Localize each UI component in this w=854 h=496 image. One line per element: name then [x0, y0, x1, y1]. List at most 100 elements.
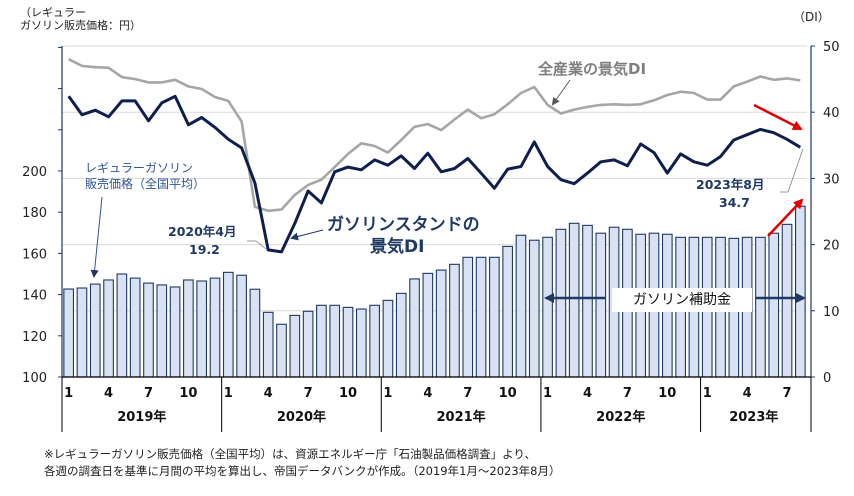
- price-bar: [262, 311, 274, 378]
- x-year-label: 2019年: [117, 409, 166, 425]
- price-bar: [329, 304, 341, 378]
- price-bar: [449, 263, 460, 378]
- price-bar: [555, 228, 567, 378]
- left-axis-unit-label: （レギュラー ガソリン販売価格：円）: [20, 6, 141, 32]
- price-bar: [63, 288, 74, 378]
- x-year-label: 2020年: [277, 409, 326, 425]
- all-industry-di-label: 全産業の景気DI: [537, 60, 646, 78]
- x-month-label: 10: [339, 386, 357, 401]
- all-industry-di-pointer: [551, 79, 571, 106]
- right-axis-unit-label: （DI）: [793, 10, 830, 24]
- right-tick-label: 0: [823, 371, 831, 386]
- price-bar: [462, 256, 474, 378]
- price-label-line2: 販売価格（全国平均）: [85, 176, 205, 191]
- price-bar: [316, 304, 327, 378]
- price-bar: [302, 310, 314, 378]
- x-year-label: 2022年: [596, 409, 645, 425]
- left-tick-label: 160: [22, 247, 47, 262]
- x-month-label: 1: [703, 386, 712, 401]
- price-bar: [143, 282, 154, 378]
- x-month-label: 4: [423, 386, 432, 401]
- price-bar: [169, 286, 181, 378]
- price-bar: [768, 232, 780, 378]
- left-tick-label: 100: [22, 371, 47, 386]
- price-label-line1: レギュラーガソリン: [85, 161, 193, 175]
- price-bar: [528, 239, 540, 378]
- price-bar: [209, 277, 221, 378]
- price-bar: [129, 277, 141, 378]
- price-bar: [755, 236, 766, 378]
- price-bar: [568, 222, 580, 378]
- x-month-label: 1: [543, 386, 552, 401]
- last-point-leader: [780, 148, 804, 193]
- price-bar: [355, 308, 367, 378]
- left-tick-label: 200: [22, 165, 47, 180]
- price-bar: [382, 299, 394, 378]
- annotations: ガソリン補助金 全産業の景気DI ガソリンスタンドの 景気DI レギュラーガソリ…: [85, 60, 806, 312]
- price-bar: [103, 279, 114, 378]
- right-tick-label: 30: [823, 172, 840, 187]
- right-tick-label: 20: [823, 239, 840, 254]
- price-bar: [542, 236, 553, 378]
- right-tick-label: 10: [823, 305, 840, 320]
- gs-di-label-line2: 景気DI: [370, 236, 424, 257]
- price-bar: [595, 232, 607, 378]
- price-bar: [156, 284, 168, 378]
- gs-di-label-line1: ガソリンスタンドの: [327, 215, 480, 235]
- price-bar: [489, 256, 500, 378]
- x-month-label: 10: [499, 386, 517, 401]
- x-month-label: 7: [144, 386, 153, 401]
- price-pointer: [90, 196, 103, 278]
- price-bar: [409, 278, 420, 378]
- last-point-value: 34.7: [719, 195, 750, 210]
- price-bar: [395, 292, 407, 378]
- price-bar: [435, 269, 447, 378]
- price-bar: [369, 304, 380, 378]
- price-bar: [515, 234, 527, 378]
- price-bar: [196, 280, 208, 378]
- price-rise-arrow: [767, 198, 804, 237]
- x-month-label: 1: [383, 386, 392, 401]
- price-bar: [795, 205, 806, 378]
- x-month-label: 7: [463, 386, 472, 401]
- x-month-label: 4: [743, 386, 752, 401]
- price-bar: [76, 287, 88, 378]
- left-tick-label: 140: [22, 289, 47, 304]
- x-month-label: 10: [179, 386, 197, 401]
- x-year-label: 2021年: [437, 409, 486, 425]
- x-month-label: 7: [623, 386, 632, 401]
- footnote: ※レギュラーガソリン販売価格（全国平均）は、資源エネルギー庁「石油製品価格調査」…: [44, 447, 561, 478]
- x-year-label: 2023年: [729, 409, 778, 425]
- price-bar: [249, 288, 261, 378]
- x-month-label: 1: [64, 386, 73, 401]
- x-month-label: 4: [583, 386, 592, 401]
- price-bar: [289, 314, 301, 378]
- di-decline-arrow: [753, 103, 803, 131]
- x-month-label: 4: [264, 386, 273, 401]
- last-point-date: 2023年8月: [696, 177, 765, 192]
- x-month-label: 7: [304, 386, 313, 401]
- x-month-label: 7: [783, 386, 792, 401]
- min-point-date: 2020年4月: [168, 224, 237, 239]
- price-bar: [502, 245, 514, 378]
- axes: 100 120 140 160 180 200 0 10 20 30 40 50 1 4 7 10 1 4 7 10 1…: [22, 40, 840, 432]
- min-point-leader: [247, 240, 267, 250]
- gas-station-di-line: [67, 94, 802, 254]
- left-tick-label: 180: [22, 206, 47, 221]
- x-month-label: 4: [104, 386, 113, 401]
- gasoline-di-chart: 100 120 140 160 180 200 0 10 20 30 40 50 1 4 7 10 1 4 7 10 1…: [22, 40, 840, 432]
- price-bar: [116, 273, 128, 378]
- left-tick-label: 120: [22, 330, 47, 345]
- x-month-label: 10: [658, 386, 676, 401]
- price-bar: [342, 306, 354, 378]
- price-bar: [89, 283, 101, 378]
- price-bar: [582, 224, 593, 378]
- gs-di-pointer: [290, 229, 324, 241]
- price-bar: [475, 256, 487, 378]
- subsidy-label-background: [612, 288, 752, 312]
- right-tick-label: 40: [823, 106, 840, 121]
- di-lines: [67, 58, 802, 254]
- price-bar: [222, 271, 234, 378]
- price-bar: [183, 279, 194, 378]
- price-bar: [236, 274, 247, 378]
